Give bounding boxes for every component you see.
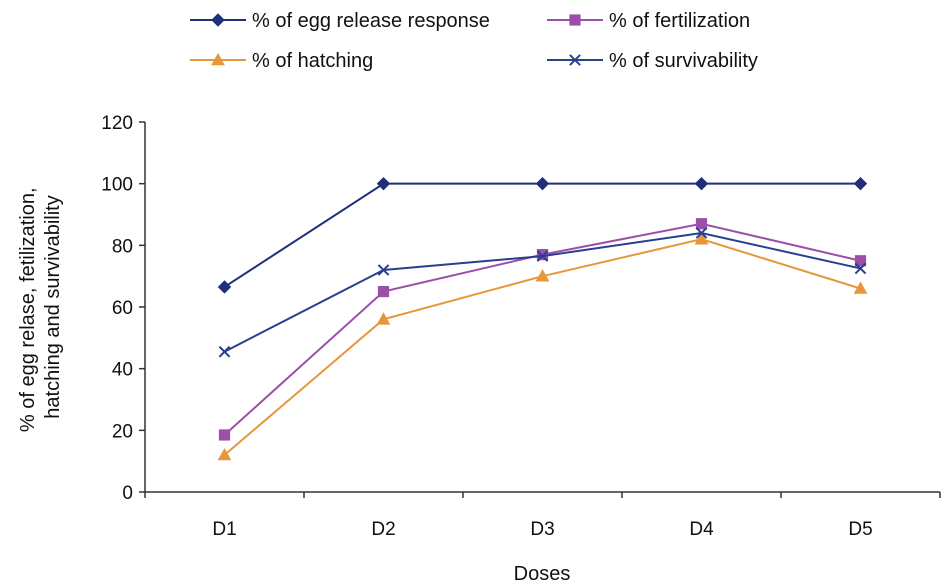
legend-item-pct-of-hatching: % of hatching — [190, 50, 373, 72]
data-point-pct-of-survivability-d3 — [536, 250, 549, 262]
legend-item-pct-of-egg-release-response: % of egg release response — [190, 10, 490, 32]
legend-label-pct-of-survivability: % of survivability — [609, 50, 758, 72]
x-tick-label-d4: D4 — [689, 519, 714, 540]
y-axis: 0 20 40 60 80 100 120 — [101, 113, 146, 504]
x-tick-label-d1: D1 — [212, 519, 236, 540]
series-pct-of-fertilization — [218, 218, 867, 441]
legend-marker-pct-of-egg-release-response — [211, 13, 225, 27]
data-point-pct-of-survivability-d2 — [377, 264, 390, 276]
y-axis-title: % of egg relase, fetilization, hatching … — [17, 182, 64, 432]
data-point-pct-of-egg-release-response-d4 — [694, 176, 709, 191]
data-point-pct-of-survivability-d1 — [218, 345, 231, 358]
y-tick-label-3: 60 — [112, 298, 133, 319]
y-axis-title-line-2: hatching and survivability — [42, 195, 64, 418]
data-point-pct-of-fertilization-d2 — [377, 285, 390, 298]
data-point-pct-of-hatching-d5 — [853, 281, 868, 294]
data-point-pct-of-egg-release-response-d2 — [376, 176, 391, 191]
legend-item-pct-of-fertilization: % of fertilization — [547, 10, 750, 32]
data-point-pct-of-survivability-d4 — [695, 227, 708, 239]
legend-label-pct-of-egg-release-response: % of egg release response — [252, 10, 490, 32]
y-tick-label-4: 80 — [112, 236, 133, 257]
data-point-pct-of-egg-release-response-d1 — [217, 280, 232, 294]
legend-label-pct-of-hatching: % of hatching — [252, 50, 373, 72]
data-point-pct-of-egg-release-response-d3 — [535, 176, 550, 191]
data-point-pct-of-fertilization-d1 — [218, 429, 231, 441]
y-tick-label-1: 20 — [112, 421, 133, 442]
x-tick-label-d2: D2 — [371, 519, 395, 540]
series-pct-of-egg-release-response — [217, 176, 868, 294]
y-tick-label-0: 0 — [122, 483, 133, 504]
y-tick-label-5: 100 — [101, 175, 133, 196]
data-point-pct-of-hatching-d4 — [694, 232, 709, 245]
legend-marker-pct-of-fertilization — [569, 14, 581, 26]
data-point-pct-of-fertilization-d4 — [695, 218, 708, 230]
series-pct-of-hatching — [217, 232, 868, 461]
x-tick-label-d3: D3 — [530, 519, 554, 540]
x-tick-label-d5: D5 — [848, 519, 872, 540]
legend-item-pct-of-survivability: % of survivability — [547, 50, 758, 72]
x-axis: D1 D2 D3 D4 D5 — [144, 491, 941, 540]
data-point-pct-of-hatching-d3 — [535, 269, 550, 282]
legend-label-pct-of-fertilization: % of fertilization — [609, 10, 750, 32]
legend: % of egg release response % of fertilizat… — [190, 10, 758, 72]
data-point-pct-of-hatching-d2 — [376, 312, 391, 325]
data-point-pct-of-egg-release-response-d5 — [853, 176, 868, 191]
plot-area — [217, 176, 868, 461]
data-point-pct-of-hatching-d1 — [217, 447, 232, 461]
y-tick-label-2: 40 — [112, 360, 133, 381]
data-point-pct-of-survivability-d5 — [854, 262, 867, 275]
legend-marker-pct-of-survivability — [569, 54, 581, 66]
data-point-pct-of-fertilization-d5 — [854, 255, 867, 267]
legend-marker-pct-of-hatching — [211, 52, 225, 66]
series-pct-of-survivability — [218, 227, 867, 358]
y-axis-title-line-1: % of egg relase, fetilization, — [17, 187, 39, 432]
data-point-pct-of-fertilization-d3 — [536, 248, 549, 261]
x-axis-title: Doses — [514, 563, 571, 585]
y-tick-label-6: 120 — [101, 113, 133, 134]
